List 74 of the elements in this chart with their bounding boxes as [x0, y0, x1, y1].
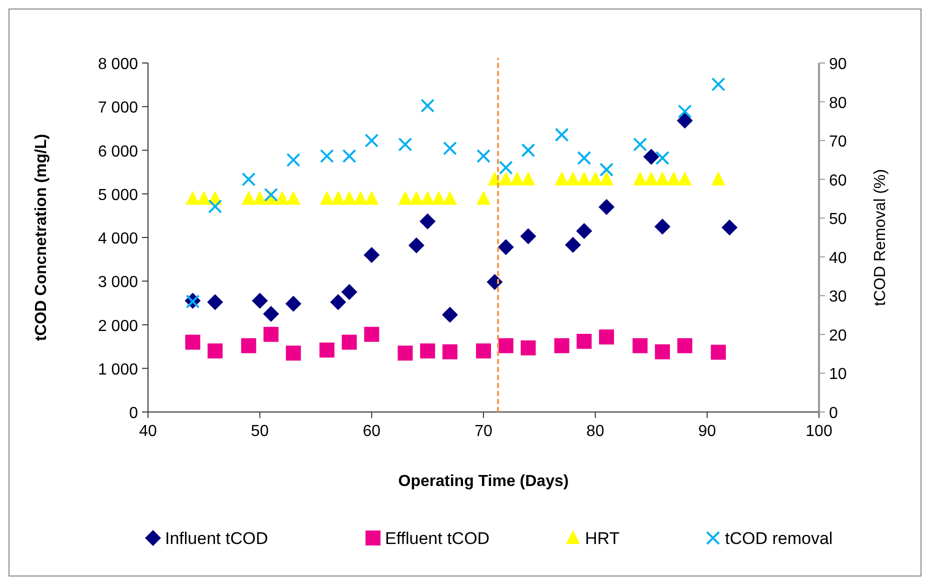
point: [564, 236, 581, 253]
y2-tick-label: 30: [829, 288, 847, 306]
point: [643, 148, 660, 165]
point: [520, 228, 536, 244]
point: [576, 334, 592, 349]
y-tick-label: 3 000: [98, 274, 138, 292]
point: [554, 338, 570, 354]
y2-axis-title: tCOD Removal (%): [872, 169, 889, 306]
point: [598, 198, 615, 215]
point: [330, 294, 346, 310]
point: [486, 274, 503, 290]
point: [576, 222, 592, 239]
point: [498, 338, 514, 354]
point: [476, 343, 491, 358]
y2-tick-label: 90: [829, 56, 847, 73]
x-tick-label: 50: [250, 423, 269, 440]
y-tick-label: 7 000: [98, 100, 138, 117]
point: [722, 219, 738, 236]
point: [364, 246, 380, 263]
point: [520, 340, 536, 356]
x-axis-title: Operating Time (Days): [398, 473, 569, 490]
y-tick-label: 2 000: [98, 318, 138, 335]
point: [420, 343, 436, 358]
x-tick-label: 70: [474, 423, 492, 440]
point: [364, 326, 380, 342]
point: [263, 306, 280, 322]
point: [632, 338, 648, 354]
point: [285, 296, 302, 312]
point: [710, 344, 726, 360]
x-tick-label: 100: [806, 423, 832, 440]
y2-tick-label: 10: [829, 366, 847, 384]
point: [319, 342, 334, 358]
y2-tick-label: 60: [829, 172, 847, 190]
point: [420, 213, 436, 230]
point: [241, 338, 256, 354]
point: [342, 334, 357, 350]
point: [442, 306, 458, 323]
point: [207, 294, 224, 310]
point: [286, 346, 301, 361]
point: [408, 237, 424, 254]
point: [398, 346, 413, 361]
legend-label: Influent tCOD: [165, 529, 268, 548]
y-tick-label: 1 000: [98, 361, 138, 378]
point: [185, 334, 200, 350]
x-tick-label: 60: [362, 423, 381, 440]
y2-tick-label: 40: [829, 250, 847, 267]
point: [264, 326, 279, 342]
x-tick-label: 80: [586, 423, 604, 440]
legend-label: Effluent tCOD: [385, 529, 490, 548]
point: [599, 329, 614, 344]
y2-tick-label: 70: [829, 134, 847, 151]
y-tick-label: 4 000: [98, 230, 138, 248]
point: [341, 284, 358, 300]
y-tick-label: 8 000: [98, 56, 138, 73]
x-tick-label: 40: [139, 423, 157, 440]
point: [252, 292, 268, 309]
y2-tick-label: 20: [829, 327, 847, 344]
point: [442, 344, 458, 360]
x-tick-label: 90: [698, 423, 716, 440]
point: [654, 344, 670, 360]
legend-label: tCOD removal: [725, 529, 833, 548]
legend-label: HRT: [585, 529, 620, 548]
y-axis-title: tCOD Concnetration (mg/L): [33, 134, 50, 342]
y-tick-label: 5 000: [98, 186, 138, 204]
y-tick-label: 0: [129, 405, 138, 422]
point: [208, 343, 223, 358]
y2-tick-label: 0: [829, 405, 838, 422]
y2-tick-label: 80: [829, 94, 847, 112]
point: [654, 218, 670, 235]
point: [498, 239, 514, 256]
point: [676, 112, 693, 129]
y2-tick-label: 50: [829, 211, 847, 228]
y-tick-label: 6 000: [98, 143, 138, 160]
point: [677, 338, 692, 354]
